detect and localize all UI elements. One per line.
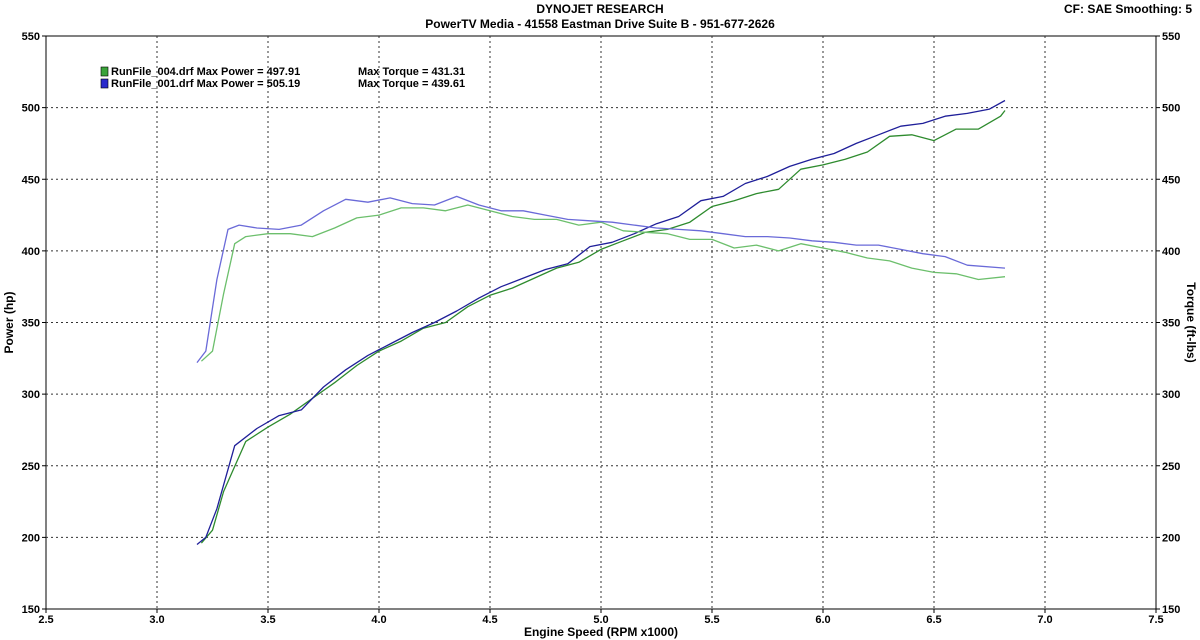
y2-tick-label: 450 — [1162, 174, 1180, 186]
y2-tick-label: 300 — [1162, 389, 1180, 401]
x-tick-label: 4.0 — [371, 614, 386, 626]
x-tick-label: 6.5 — [926, 614, 941, 626]
x-tick-label: 5.5 — [704, 614, 719, 626]
series-line-power — [196, 99, 1006, 546]
correction-factor-label: CF: SAE Smoothing: 5 — [1064, 2, 1192, 16]
x-axis-label: Engine Speed (RPM x1000) — [524, 625, 678, 639]
y-tick-label: 350 — [22, 318, 40, 330]
x-tick-label: 6.0 — [815, 614, 830, 626]
y-tick-label: 250 — [22, 461, 40, 473]
y2-tick-label: 550 — [1162, 31, 1180, 43]
legend-entry-torque: Max Torque = 439.61 — [358, 78, 465, 90]
y-axis-label: Power (hp) — [2, 291, 16, 353]
x-tick-label: 7.5 — [1148, 614, 1163, 626]
x-tick-label: 2.5 — [38, 614, 53, 626]
y2-tick-label: 150 — [1162, 604, 1180, 616]
y-tick-label: 450 — [22, 174, 40, 186]
y2-tick-label: 350 — [1162, 318, 1180, 330]
series-line-power — [200, 110, 1006, 544]
legend-entry-torque: Max Torque = 431.31 — [358, 66, 465, 78]
y2-tick-label: 400 — [1162, 246, 1180, 258]
chart-subtitle: PowerTV Media - 41558 Eastman Drive Suit… — [425, 17, 775, 31]
legend-swatch — [100, 66, 109, 77]
y-tick-label: 550 — [22, 31, 40, 43]
y-tick-label: 400 — [22, 246, 40, 258]
y2-tick-label: 500 — [1162, 103, 1180, 115]
x-tick-label: 3.5 — [260, 614, 275, 626]
grid-lines — [46, 36, 1156, 609]
legend: RunFile_004.drf Max Power = 497.91 Max To… — [100, 66, 465, 90]
x-tick-label: 3.0 — [149, 614, 164, 626]
y2-tick-label: 200 — [1162, 532, 1180, 544]
y2-axis-label: Torque (ft-lbs) — [1184, 282, 1198, 362]
legend-entry-power: RunFile_001.drf Max Power = 505.19 — [111, 78, 300, 90]
series-line-torque — [196, 195, 1006, 363]
x-tick-label: 7.0 — [1037, 614, 1052, 626]
x-tick-label: 5.0 — [593, 614, 608, 626]
x-tick-label: 4.5 — [482, 614, 497, 626]
y2-tick-label: 250 — [1162, 461, 1180, 473]
y-tick-label: 200 — [22, 532, 40, 544]
legend-swatch — [100, 78, 109, 89]
legend-entry-power: RunFile_004.drf Max Power = 497.91 — [111, 66, 300, 78]
y-tick-label: 500 — [22, 103, 40, 115]
chart-title: DYNOJET RESEARCH — [536, 2, 664, 16]
series-line-torque — [200, 204, 1006, 362]
y-tick-label: 150 — [22, 604, 40, 616]
y-tick-label: 300 — [22, 389, 40, 401]
